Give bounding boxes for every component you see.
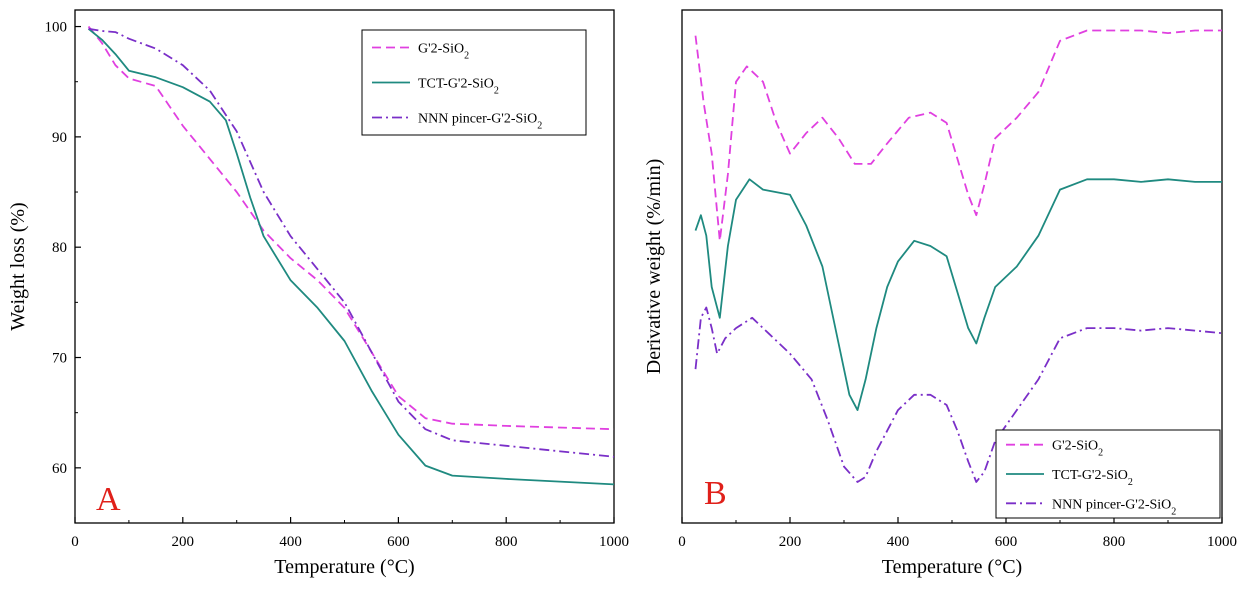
series-line-nnn xyxy=(694,306,1223,483)
legend-label-text: NNN pincer-G'2-SiO xyxy=(418,112,537,127)
legend-label-g2: G'2-SiO2 xyxy=(418,42,469,62)
legend-label-text: G'2-SiO xyxy=(418,42,464,57)
series-line-nnn xyxy=(88,27,615,458)
x-axis-label: Temperature (°C) xyxy=(274,556,414,578)
legend-label-subscript: 2 xyxy=(537,120,542,131)
legend-label-nnn: NNN pincer-G'2-SiO2 xyxy=(418,112,542,132)
legend-label-subscript: 2 xyxy=(1128,477,1133,488)
x-tick-label: 600 xyxy=(995,534,1018,550)
panel-b-chart: 0 200 400 600 800 1000 Temperature (°C) Derivat… xyxy=(643,9,1237,578)
panel-label: B xyxy=(704,475,727,512)
series-line-g2 xyxy=(694,29,1222,242)
series-line-g2 xyxy=(87,25,615,431)
y-axis-label: Weight loss (%) xyxy=(7,202,29,330)
legend-label-subscript: 2 xyxy=(1098,447,1103,458)
x-tick-label: 800 xyxy=(495,534,518,550)
legend-label-text: TCT-G'2-SiO xyxy=(1052,468,1128,483)
legend-label-nnn: NNN pincer-G'2-SiO2 xyxy=(1052,497,1176,517)
x-tick-label: 200 xyxy=(779,534,802,550)
legend-label-tct: TCT-G'2-SiO2 xyxy=(418,77,499,97)
legend-label-tct: TCT-G'2-SiO2 xyxy=(1052,468,1133,488)
x-tick-label: 800 xyxy=(1103,534,1126,550)
y-tick-label: 70 xyxy=(52,351,67,367)
x-tick-label: 0 xyxy=(71,534,79,550)
x-tick-label: 1000 xyxy=(599,534,629,550)
x-tick-label: 200 xyxy=(172,534,195,550)
y-tick-label: 80 xyxy=(52,240,67,256)
series-line-tct xyxy=(87,28,615,486)
y-axis-label: Derivative weight (%/min) xyxy=(643,159,665,375)
x-tick-label: 400 xyxy=(887,534,910,550)
series-line-tct xyxy=(694,178,1222,412)
legend-label-text: TCT-G'2-SiO xyxy=(418,77,494,92)
legend-label-subscript: 2 xyxy=(1171,506,1176,517)
y-tick-label: 60 xyxy=(52,461,67,477)
legend-label-subscript: 2 xyxy=(464,50,469,61)
y-tick-label: 90 xyxy=(52,130,67,146)
x-axis-label: Temperature (°C) xyxy=(882,556,1022,578)
x-tick-label: 1000 xyxy=(1207,534,1237,550)
legend-label-text: G'2-SiO xyxy=(1052,439,1098,454)
y-tick-label: 100 xyxy=(45,20,68,36)
panel-label: A xyxy=(96,481,121,518)
legend-label-subscript: 2 xyxy=(494,85,499,96)
panel-a-chart: 0 200 400 600 800 1000 60 70 80 90 100 Temperature … xyxy=(7,9,629,578)
legend-label-text: NNN pincer-G'2-SiO xyxy=(1052,497,1171,512)
x-tick-label: 0 xyxy=(678,534,686,550)
x-tick-label: 600 xyxy=(387,534,410,550)
legend-label-g2: G'2-SiO2 xyxy=(1052,439,1103,459)
x-tick-label: 400 xyxy=(279,534,302,550)
